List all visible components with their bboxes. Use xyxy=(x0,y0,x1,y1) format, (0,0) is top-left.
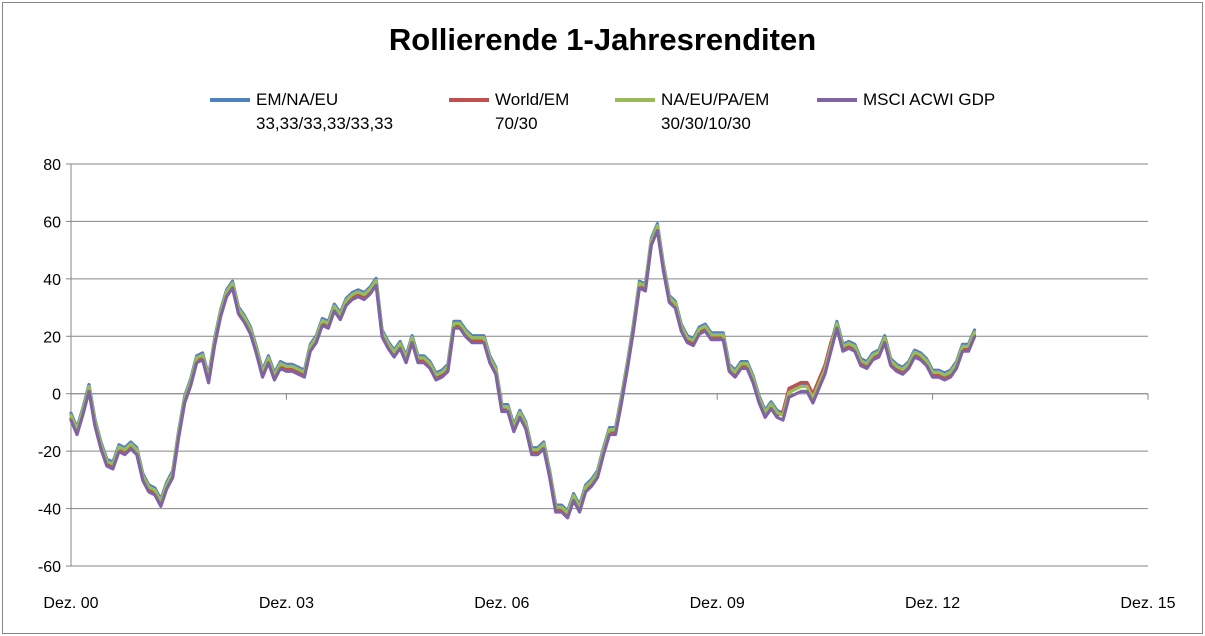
legend-swatch xyxy=(210,98,250,102)
legend-swatch xyxy=(449,98,489,102)
y-tick-label: 40 xyxy=(43,272,61,289)
y-tick-label: -60 xyxy=(38,559,61,576)
x-tick-label: Dez. 12 xyxy=(905,595,960,612)
legend-label-line1: MSCI ACWI GDP xyxy=(863,90,996,109)
legend-swatch xyxy=(615,98,655,102)
y-tick-label: 80 xyxy=(43,157,61,174)
legend-item-world-em: World/EM 70/30 xyxy=(449,88,570,136)
y-tick-label: 60 xyxy=(43,214,61,231)
x-tick-label: Dez. 09 xyxy=(690,595,745,612)
x-tick-label: Dez. 15 xyxy=(1120,595,1175,612)
y-tick-label: -40 xyxy=(38,502,61,519)
x-tick-label: Dez. 00 xyxy=(43,595,98,612)
x-tick-label: Dez. 06 xyxy=(474,595,529,612)
x-tick-label: Dez. 03 xyxy=(259,595,314,612)
y-tick-label: -20 xyxy=(38,444,61,461)
legend-label-line2: 33,33/33,33/33,33 xyxy=(256,114,394,133)
legend-label-line1: World/EM xyxy=(495,90,570,109)
legend-label-line2: 70/30 xyxy=(495,114,538,133)
legend-item-em-na-eu: EM/NA/EU 33,33/33,33/33,33 xyxy=(210,88,394,136)
y-tick-label: 0 xyxy=(52,387,61,404)
chart-title: Rollierende 1-Jahresrenditen xyxy=(388,22,817,57)
legend-swatch xyxy=(817,98,857,102)
legend-label-line1: NA/EU/PA/EM xyxy=(661,90,770,109)
series-line-3 xyxy=(69,229,977,520)
legend-label-line1: EM/NA/EU xyxy=(256,90,339,109)
legend-item-msci-acwi-gdp: MSCI ACWI GDP xyxy=(817,88,996,112)
legend-label-line2: 30/30/10/30 xyxy=(661,114,751,133)
y-tick-label: 20 xyxy=(43,329,61,346)
legend-item-na-eu-pa-em: NA/EU/PA/EM 30/30/10/30 xyxy=(615,88,770,136)
